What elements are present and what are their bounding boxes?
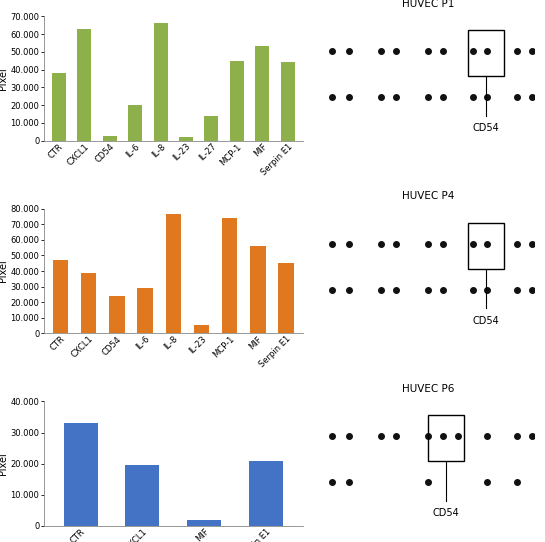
Bar [128,105,142,140]
Bar [193,325,209,333]
Bar [102,136,117,140]
Bar [166,214,181,333]
Text: HUVEC P4: HUVEC P4 [402,191,454,202]
Y-axis label: Pixel: Pixel [0,67,8,90]
Bar [52,73,66,140]
Bar [77,29,91,140]
Bar [204,115,219,140]
Text: CD54: CD54 [433,508,459,518]
Bar [187,520,221,526]
Text: HUVEC P1: HUVEC P1 [402,0,454,9]
Bar [230,61,244,140]
Bar [468,223,504,268]
Y-axis label: Pixel: Pixel [0,260,8,282]
Bar [278,263,294,333]
Bar [222,218,238,333]
Bar [179,137,193,140]
Bar [125,465,159,526]
Bar [154,23,167,140]
Bar [81,273,96,333]
Bar [53,260,68,333]
Bar [255,47,269,140]
Bar [137,288,153,333]
Bar [428,415,464,461]
Bar [281,62,295,140]
Bar [109,296,125,333]
Bar [64,423,98,526]
Text: CD54: CD54 [473,316,500,326]
Y-axis label: Pixel: Pixel [0,452,8,475]
Text: CD54: CD54 [473,123,500,133]
Bar [468,30,504,76]
Text: HUVEC P6: HUVEC P6 [402,384,454,394]
Bar [249,461,283,526]
Bar [250,246,265,333]
